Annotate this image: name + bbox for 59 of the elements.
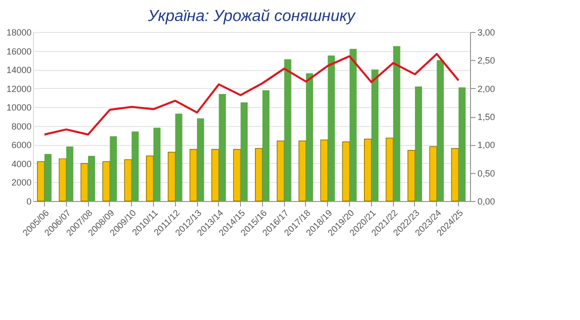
bar — [262, 90, 270, 201]
bar — [276, 140, 284, 202]
bar — [233, 149, 241, 202]
y2-tick-label: 3,00 — [478, 28, 496, 38]
bar — [190, 149, 198, 202]
y2-tick-label: 2,50 — [478, 56, 496, 66]
y2-tick-label: 1,00 — [478, 140, 496, 150]
bar — [153, 128, 161, 201]
y-tick-label: 0 — [26, 196, 32, 206]
bar — [211, 149, 220, 202]
bar — [371, 70, 378, 201]
bar — [429, 146, 438, 202]
line-series — [43, 52, 460, 136]
y-tick-label: 2000 — [11, 178, 32, 188]
bar — [88, 156, 96, 201]
bar — [197, 118, 204, 201]
y-tick-label: 12000 — [6, 84, 32, 94]
bar — [168, 152, 176, 202]
bar — [110, 136, 117, 201]
bar — [306, 73, 314, 201]
y-tick-label: 18000 — [6, 28, 32, 38]
y-tick-label: 10000 — [6, 102, 32, 113]
y-tick-label: 4000 — [11, 158, 32, 169]
bar — [451, 148, 459, 202]
bar — [436, 60, 444, 201]
bar — [364, 138, 372, 202]
bar — [284, 59, 292, 201]
bar — [342, 142, 350, 202]
y-tick-label: 16000 — [6, 46, 32, 56]
bar — [146, 156, 154, 202]
y2-tick-label: 1,50 — [478, 112, 496, 122]
bar — [58, 158, 67, 202]
bar — [102, 161, 110, 202]
bar — [255, 148, 263, 202]
bar — [37, 161, 45, 202]
chart-title: Україна: Урожай соняшнику — [146, 8, 356, 25]
bar — [386, 138, 394, 202]
bar — [80, 163, 88, 202]
bar — [414, 86, 422, 201]
bar — [240, 102, 248, 201]
y-tick-label: 14000 — [6, 65, 32, 76]
y2-tick-label: 2,00 — [478, 84, 496, 94]
y-tick-label: 6000 — [11, 140, 32, 150]
bar — [393, 46, 400, 201]
bar — [350, 48, 357, 201]
bar — [44, 154, 52, 201]
bar — [298, 140, 306, 202]
bar — [328, 55, 335, 201]
bar — [218, 94, 226, 201]
bar — [132, 132, 139, 201]
bar — [66, 146, 74, 201]
bar — [458, 87, 466, 201]
bar — [175, 114, 182, 201]
y2-tick-label: 0,00 — [478, 196, 496, 206]
bar — [408, 150, 416, 202]
y2-tick-label: 0,50 — [478, 168, 496, 178]
bar — [124, 159, 132, 202]
y-tick-label: 8000 — [11, 121, 32, 132]
bar — [320, 140, 328, 202]
